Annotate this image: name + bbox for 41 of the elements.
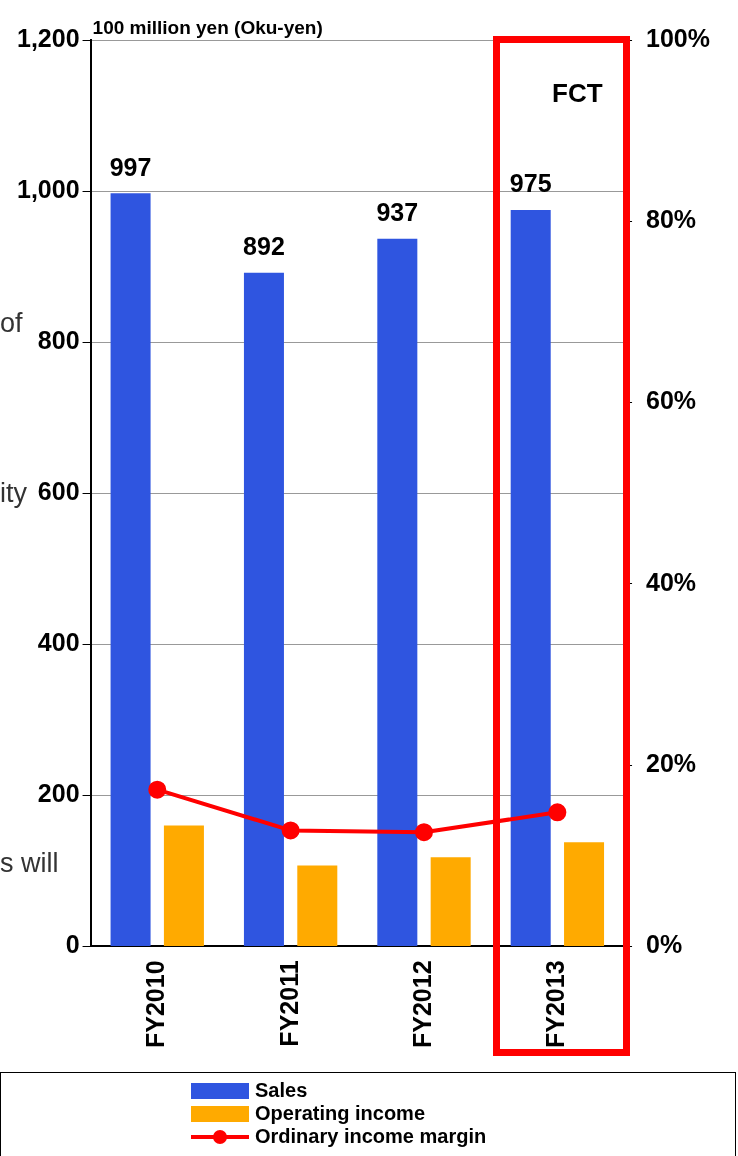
y2-tick-label: 60% bbox=[646, 386, 697, 415]
x-tick-label: FY2012 bbox=[407, 960, 436, 1048]
bar bbox=[110, 193, 151, 946]
y-axis-title: 100 million yen (Oku-yen) bbox=[92, 16, 323, 38]
y2-tick-label: 0% bbox=[646, 930, 683, 959]
x-tick-label: FY2011 bbox=[274, 960, 303, 1047]
bar bbox=[564, 842, 605, 946]
legend-label: Operating income bbox=[255, 1102, 426, 1125]
x-tick-label: FY2010 bbox=[141, 960, 170, 1048]
bar bbox=[510, 209, 551, 946]
data-label: 975 bbox=[509, 169, 552, 198]
data-label: 937 bbox=[376, 198, 419, 227]
bar bbox=[377, 238, 418, 946]
y2-tick-label: 40% bbox=[646, 567, 697, 596]
point bbox=[148, 780, 167, 799]
y-tick-label: 200 bbox=[37, 779, 80, 808]
point bbox=[548, 803, 567, 822]
point bbox=[281, 821, 300, 840]
y2-tick-label: 80% bbox=[646, 205, 697, 234]
text: of bbox=[0, 308, 24, 339]
y-tick-label: 800 bbox=[37, 326, 80, 355]
text: s will bbox=[0, 848, 59, 879]
bar bbox=[297, 865, 338, 946]
y-tick-label: 0 bbox=[65, 930, 80, 959]
legend-label: Ordinary income margin bbox=[255, 1125, 487, 1148]
y-tick-label: 1,200 bbox=[17, 23, 80, 52]
annotation: FCT bbox=[552, 78, 603, 109]
legend-label: Sales bbox=[255, 1079, 308, 1102]
y-tick-label: 400 bbox=[37, 628, 80, 657]
y-tick-label: 1,000 bbox=[17, 174, 80, 203]
data-label: 997 bbox=[109, 152, 152, 181]
y2-tick-label: 20% bbox=[646, 749, 697, 778]
y-tick-label: 600 bbox=[37, 477, 80, 506]
bar bbox=[243, 272, 284, 946]
bar bbox=[163, 825, 204, 946]
data-label: 892 bbox=[243, 232, 285, 261]
text: ity bbox=[0, 478, 28, 509]
y2-tick-label: 100% bbox=[646, 23, 711, 52]
bar bbox=[430, 857, 471, 946]
point bbox=[415, 823, 433, 842]
x-tick-label: FY2013 bbox=[541, 960, 570, 1048]
